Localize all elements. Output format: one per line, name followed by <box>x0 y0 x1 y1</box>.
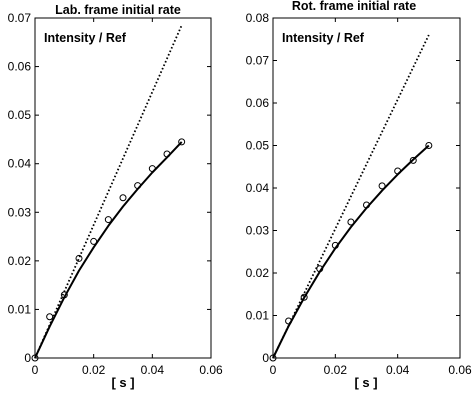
y-tick-label: 0.07 <box>8 11 32 25</box>
y-tick-label: 0.01 <box>8 302 32 316</box>
y-tick-label: 0.05 <box>246 139 270 153</box>
y-tick-label: 0.07 <box>246 54 270 68</box>
x-tick-label: 0.02 <box>82 363 106 377</box>
chart-title: Lab. frame initial rate <box>55 3 181 17</box>
data-point <box>269 354 277 362</box>
y-tick-label: 0.03 <box>8 205 32 219</box>
y-tick-label: 0.06 <box>246 96 270 110</box>
fit-curve <box>34 141 183 359</box>
initial-rate-line <box>272 34 430 359</box>
x-tick-label: 0.04 <box>386 363 410 377</box>
x-tick-label: 0.02 <box>324 363 348 377</box>
y-tick-label: 0.08 <box>246 11 270 25</box>
x-tick-label: 0 <box>270 363 277 377</box>
chart-annotation: Intensity / Ref <box>282 31 365 45</box>
y-tick-label: 0.06 <box>8 60 32 74</box>
y-tick-label: 0.02 <box>246 266 270 280</box>
data-point <box>378 182 386 190</box>
y-tick-label: 0.03 <box>246 224 270 238</box>
y-tick-label: 0.04 <box>246 181 270 195</box>
x-tick-label: 0 <box>32 363 39 377</box>
data-point <box>409 156 417 164</box>
data-point <box>178 138 186 146</box>
plot-area <box>34 17 212 359</box>
data-point <box>75 254 83 262</box>
data-point <box>104 216 112 224</box>
x-tick-label: 0.06 <box>199 363 223 377</box>
y-tick-label: 0.04 <box>8 157 32 171</box>
y-tick-label: 0 <box>262 351 269 365</box>
data-point <box>46 313 54 321</box>
chart-rot-frame: Rot. frame initial rate Intensity / Ref … <box>246 0 472 390</box>
y-tick-label: 0.02 <box>8 254 32 268</box>
data-point <box>31 354 39 362</box>
y-tick-label: 0.05 <box>8 108 32 122</box>
data-point <box>119 194 127 202</box>
data-point <box>425 142 433 149</box>
y-tick-label: 0 <box>24 351 31 365</box>
chart-annotation: Intensity / Ref <box>44 31 127 45</box>
initial-rate-line <box>34 24 183 359</box>
x-axis-label: [ s ] <box>111 375 134 390</box>
x-tick-label: 0.06 <box>448 363 472 377</box>
x-axis-label: [ s ] <box>354 375 377 390</box>
chart-title: Rot. frame initial rate <box>292 0 416 13</box>
y-tick-label: 0.01 <box>246 309 270 323</box>
plot-area <box>272 17 461 359</box>
x-tick-label: 0.04 <box>141 363 165 377</box>
data-point <box>300 293 308 301</box>
chart-lab-frame: Lab. frame initial rate Intensity / Ref … <box>8 3 223 390</box>
fit-curve <box>272 144 430 359</box>
